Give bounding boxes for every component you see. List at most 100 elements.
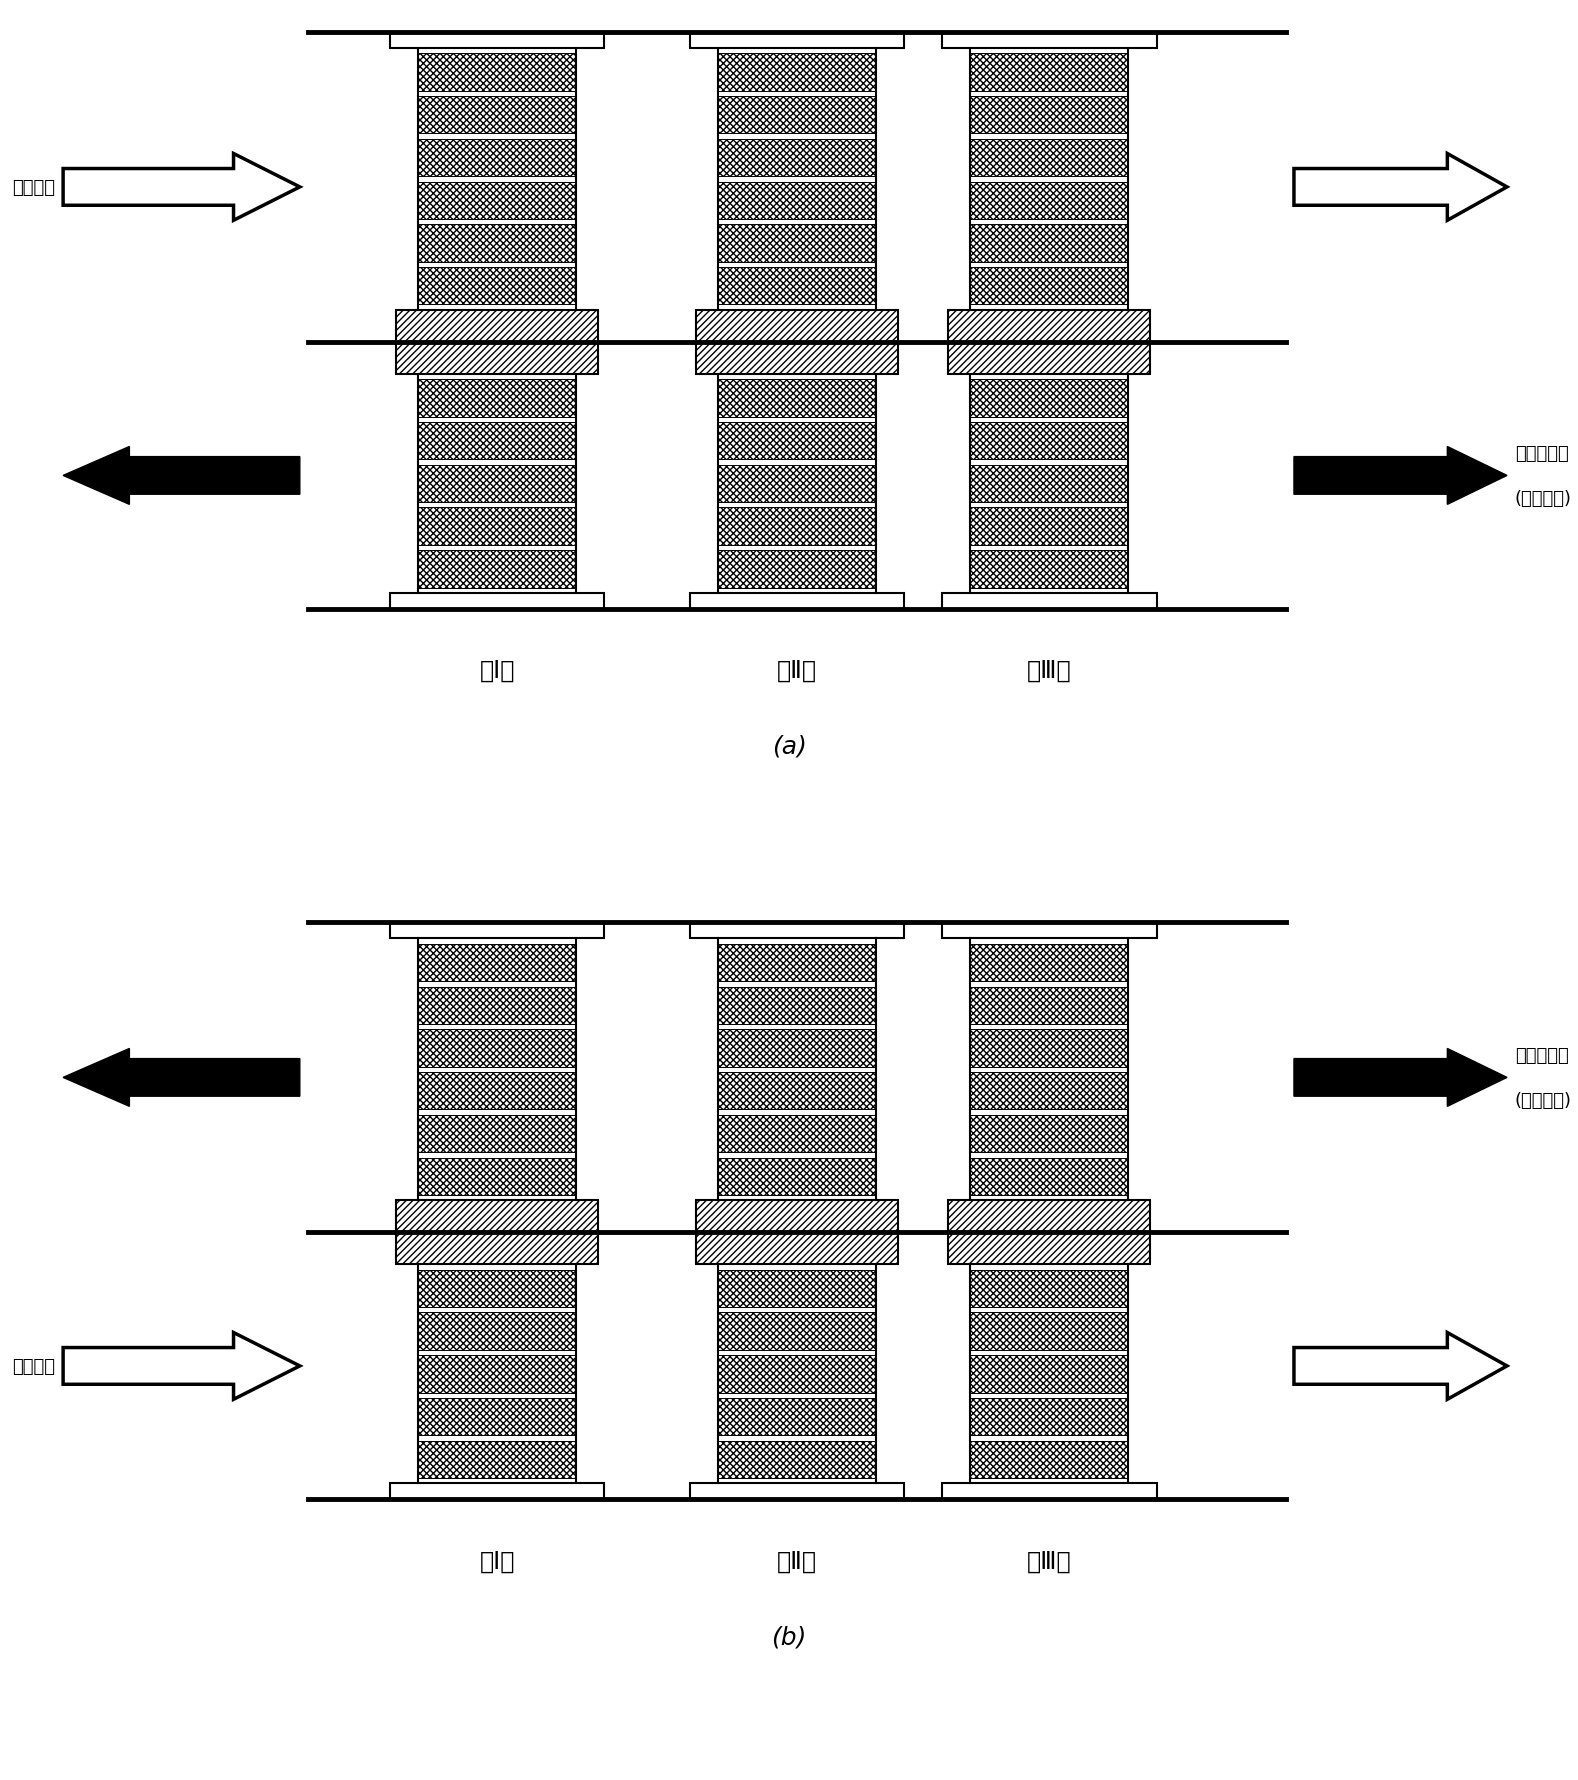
Bar: [390, 34, 604, 50]
FancyArrow shape: [63, 1048, 300, 1107]
Bar: [970, 552, 1128, 589]
Bar: [718, 1114, 876, 1153]
Bar: [418, 1442, 576, 1477]
Bar: [418, 1271, 576, 1307]
Bar: [970, 139, 1128, 176]
Bar: [418, 1356, 576, 1394]
Bar: [970, 1114, 1128, 1153]
Bar: [970, 509, 1128, 546]
Polygon shape: [1294, 155, 1507, 221]
Bar: [942, 922, 1157, 940]
Text: 第Ⅰ级: 第Ⅰ级: [480, 1549, 514, 1572]
Bar: [390, 1485, 604, 1499]
Bar: [418, 424, 576, 461]
Bar: [942, 595, 1157, 611]
Bar: [418, 226, 576, 263]
Bar: [390, 595, 604, 611]
Bar: [970, 424, 1128, 461]
Bar: [718, 53, 876, 91]
Bar: [718, 1029, 876, 1066]
Bar: [696, 1200, 898, 1264]
Bar: [718, 182, 876, 219]
Text: 第Ⅱ级: 第Ⅱ级: [776, 659, 817, 682]
Bar: [970, 182, 1128, 219]
Bar: [970, 465, 1128, 504]
Bar: [418, 509, 576, 546]
Bar: [718, 1072, 876, 1111]
Polygon shape: [63, 155, 300, 221]
Bar: [970, 53, 1128, 91]
Bar: [970, 1399, 1128, 1435]
Bar: [718, 986, 876, 1024]
Bar: [418, 1314, 576, 1351]
Text: 第Ⅰ级: 第Ⅰ级: [480, 659, 514, 682]
Bar: [970, 943, 1128, 981]
Bar: [970, 1157, 1128, 1196]
Bar: [418, 96, 576, 134]
Bar: [718, 1442, 876, 1477]
Bar: [418, 1029, 576, 1066]
Bar: [418, 943, 576, 981]
Bar: [718, 1356, 876, 1394]
Text: (除湿空气): (除湿空气): [1515, 490, 1572, 507]
Bar: [418, 267, 576, 306]
Bar: [970, 1442, 1128, 1477]
Bar: [418, 53, 576, 91]
Bar: [718, 465, 876, 504]
Bar: [970, 986, 1128, 1024]
Bar: [970, 1029, 1128, 1066]
Bar: [970, 267, 1128, 306]
Bar: [948, 312, 1150, 376]
Bar: [970, 226, 1128, 263]
Bar: [396, 312, 598, 376]
Text: 第Ⅲ级: 第Ⅲ级: [1027, 659, 1071, 682]
Text: 第Ⅲ级: 第Ⅲ级: [1027, 1549, 1071, 1572]
Bar: [970, 1314, 1128, 1351]
Text: (b): (b): [772, 1625, 806, 1648]
Polygon shape: [1294, 1333, 1507, 1399]
Text: 被处理空气: 被处理空气: [1515, 445, 1569, 463]
Bar: [418, 1399, 576, 1435]
Bar: [718, 267, 876, 306]
Bar: [942, 1485, 1157, 1499]
Text: (a): (a): [772, 735, 806, 758]
Bar: [690, 595, 904, 611]
Text: 再生空气: 再生空气: [13, 178, 55, 198]
Bar: [718, 1399, 876, 1435]
Bar: [690, 922, 904, 940]
Text: 再生空气: 再生空气: [13, 1356, 55, 1376]
Bar: [970, 381, 1128, 418]
Text: (除湿空气): (除湿空气): [1515, 1091, 1572, 1109]
Bar: [970, 1072, 1128, 1111]
Text: 第Ⅱ级: 第Ⅱ级: [776, 1549, 817, 1572]
Bar: [718, 1157, 876, 1196]
Bar: [690, 34, 904, 50]
Bar: [418, 552, 576, 589]
Bar: [718, 381, 876, 418]
Bar: [718, 509, 876, 546]
Polygon shape: [63, 1333, 300, 1399]
Bar: [948, 1200, 1150, 1264]
Bar: [942, 34, 1157, 50]
Bar: [418, 381, 576, 418]
Bar: [718, 226, 876, 263]
Bar: [396, 1200, 598, 1264]
Bar: [418, 1072, 576, 1111]
FancyArrow shape: [1294, 447, 1507, 506]
Bar: [418, 139, 576, 176]
Bar: [690, 1485, 904, 1499]
Bar: [718, 139, 876, 176]
FancyArrow shape: [63, 447, 300, 506]
Bar: [970, 1356, 1128, 1394]
Bar: [718, 943, 876, 981]
Bar: [696, 312, 898, 376]
Bar: [970, 1271, 1128, 1307]
Bar: [418, 1157, 576, 1196]
FancyArrow shape: [1294, 1048, 1507, 1107]
Bar: [718, 1314, 876, 1351]
Bar: [718, 424, 876, 461]
Bar: [718, 96, 876, 134]
Bar: [718, 552, 876, 589]
Bar: [970, 96, 1128, 134]
Text: 被处理空气: 被处理空气: [1515, 1047, 1569, 1064]
